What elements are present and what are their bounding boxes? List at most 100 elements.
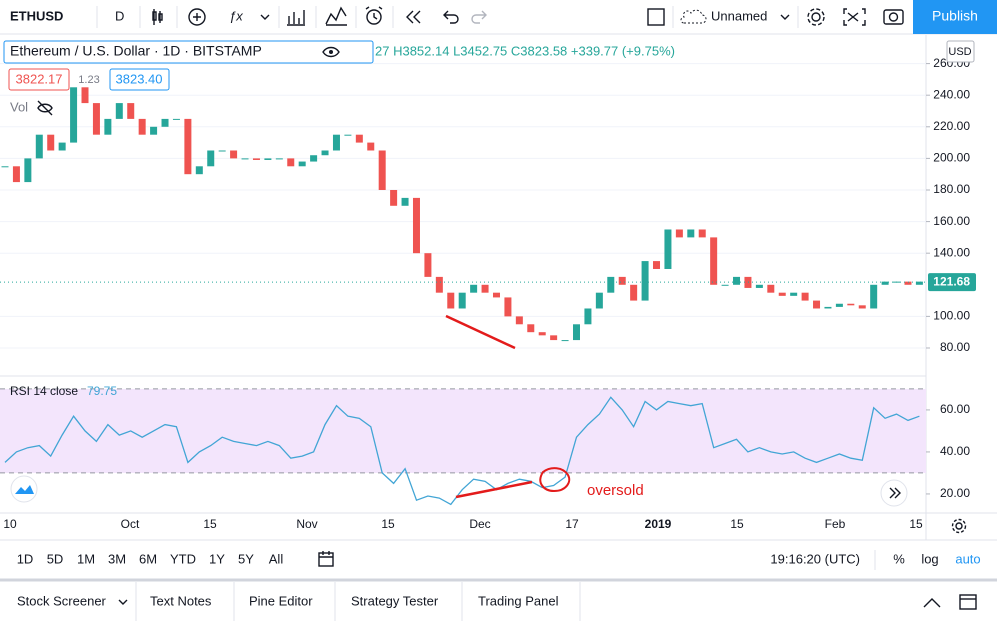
candle xyxy=(401,197,409,206)
candle xyxy=(150,126,158,135)
candle xyxy=(515,316,523,325)
currency: USD xyxy=(948,46,971,58)
publish-button[interactable] xyxy=(913,0,997,34)
ask-price[interactable]: 3823.40 xyxy=(116,71,163,86)
range-button[interactable]: 1Y xyxy=(209,551,225,566)
candle xyxy=(104,118,112,135)
candle xyxy=(561,340,569,342)
fx-icon[interactable]: ƒx xyxy=(229,8,270,23)
bid-box[interactable] xyxy=(8,68,70,91)
circle-drawing[interactable] xyxy=(539,467,571,493)
interval[interactable]: D xyxy=(115,8,124,23)
candle xyxy=(618,276,626,285)
candle xyxy=(790,292,798,296)
axis-settings-icon[interactable] xyxy=(951,518,967,534)
collapse-icon[interactable] xyxy=(923,598,941,608)
x-tick-label: 17 xyxy=(565,517,579,531)
range-button[interactable]: YTD xyxy=(170,551,196,566)
publish-label[interactable]: Publish xyxy=(932,8,978,24)
fullscreen-box[interactable] xyxy=(647,8,665,26)
candle xyxy=(367,142,375,151)
candle xyxy=(287,158,295,167)
tv-logo[interactable] xyxy=(10,475,38,503)
plot-layer: 260.00240.00220.00200.00180.00160.00140.… xyxy=(0,56,976,531)
range-button[interactable]: 1D xyxy=(17,551,34,566)
rsi-title: RSI 14 close xyxy=(10,384,78,398)
candle xyxy=(778,292,786,296)
cloud-icon[interactable] xyxy=(680,9,707,24)
indicators-icon[interactable] xyxy=(188,8,206,26)
x-tick-label: Dec xyxy=(469,517,490,531)
volume-label: Vol xyxy=(10,99,28,114)
range-button[interactable]: 5Y xyxy=(238,551,254,566)
tab[interactable]: Pine Editor xyxy=(249,593,313,608)
tv-logo-shape xyxy=(15,485,34,494)
undo-icon[interactable] xyxy=(443,10,459,24)
hidden-icon[interactable] xyxy=(37,100,53,116)
candle xyxy=(492,292,500,298)
candle xyxy=(252,158,260,160)
replay-icon[interactable] xyxy=(406,10,421,24)
candle xyxy=(230,150,238,159)
range-buttons: 1D 5D 1M 3M 6M YTD 1Y 5Y All xyxy=(17,551,284,566)
snapshot-icon[interactable] xyxy=(883,9,904,25)
y-tick-label: 160.00 xyxy=(933,214,970,228)
maximize-icon[interactable] xyxy=(959,594,977,610)
fullscreen-icon[interactable] xyxy=(843,8,866,26)
range-button[interactable]: 6M xyxy=(139,551,157,566)
range-button[interactable]: 1M xyxy=(77,551,95,566)
tab[interactable]: Stock Screener xyxy=(17,593,107,608)
trend-line[interactable] xyxy=(455,480,533,499)
ask-box[interactable] xyxy=(109,68,170,91)
tab[interactable]: Strategy Tester xyxy=(351,593,439,608)
candle xyxy=(653,261,661,269)
scale-option[interactable]: auto xyxy=(955,551,980,566)
candle xyxy=(115,103,123,119)
candle xyxy=(744,276,752,288)
candle xyxy=(733,276,741,285)
scroll-button[interactable] xyxy=(880,479,908,507)
candle xyxy=(641,261,649,301)
candle xyxy=(607,276,615,293)
scale-option[interactable]: log xyxy=(921,551,938,566)
settings-icon[interactable] xyxy=(807,8,825,26)
candles-icon[interactable] xyxy=(152,9,163,25)
annotation[interactable]: oversold xyxy=(587,482,644,499)
clock: 19:16:20 (UTC) xyxy=(770,551,860,566)
bid-price[interactable]: 3822.17 xyxy=(16,71,63,86)
spread: 1.23 xyxy=(78,74,99,86)
tab[interactable]: Text Notes xyxy=(150,593,212,608)
tab-dropdown[interactable] xyxy=(118,599,128,605)
layout-dropdown[interactable] xyxy=(780,14,790,20)
compare-icon[interactable] xyxy=(325,6,347,26)
date-range-icon[interactable] xyxy=(318,551,334,567)
trend-line[interactable] xyxy=(445,314,516,350)
candle xyxy=(755,284,763,288)
range-button[interactable]: 3M xyxy=(108,551,126,566)
x-tick-label: Nov xyxy=(296,517,317,531)
candle xyxy=(664,229,672,269)
candle xyxy=(504,297,512,317)
range-button[interactable]: 5D xyxy=(47,551,64,566)
range-button[interactable]: All xyxy=(269,551,284,566)
y-tick-label: 100.00 xyxy=(933,309,970,323)
candle xyxy=(355,134,363,143)
symbol[interactable]: ETHUSD xyxy=(10,8,63,23)
currency-box[interactable] xyxy=(946,40,975,63)
rsi-band xyxy=(0,388,926,473)
layout-name[interactable]: Unnamed xyxy=(711,8,767,23)
toolbar xyxy=(0,0,997,34)
candle xyxy=(412,197,420,254)
eye-icon[interactable] xyxy=(322,46,340,58)
x-tick-label: 15 xyxy=(381,517,395,531)
scale-option[interactable]: % xyxy=(893,551,905,566)
candle xyxy=(24,158,32,183)
legend-box[interactable] xyxy=(3,40,374,64)
chart-type-icon[interactable] xyxy=(287,10,305,26)
redo-icon[interactable] xyxy=(471,10,487,24)
alert-icon[interactable] xyxy=(365,6,383,25)
tab[interactable]: Trading Panel xyxy=(478,593,559,608)
candle xyxy=(584,308,592,325)
candle xyxy=(870,284,878,309)
